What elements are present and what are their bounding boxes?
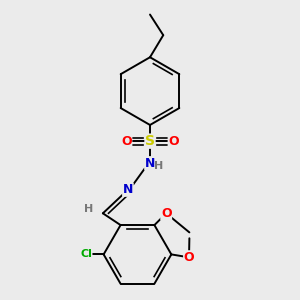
Text: Cl: Cl: [80, 249, 92, 260]
Text: O: O: [168, 135, 179, 148]
Text: H: H: [154, 160, 163, 171]
Text: N: N: [123, 183, 133, 196]
Text: O: O: [184, 251, 194, 264]
Text: O: O: [121, 135, 132, 148]
Text: N: N: [145, 157, 155, 170]
Text: H: H: [84, 204, 93, 214]
Text: O: O: [161, 207, 172, 220]
Text: S: S: [145, 134, 155, 148]
